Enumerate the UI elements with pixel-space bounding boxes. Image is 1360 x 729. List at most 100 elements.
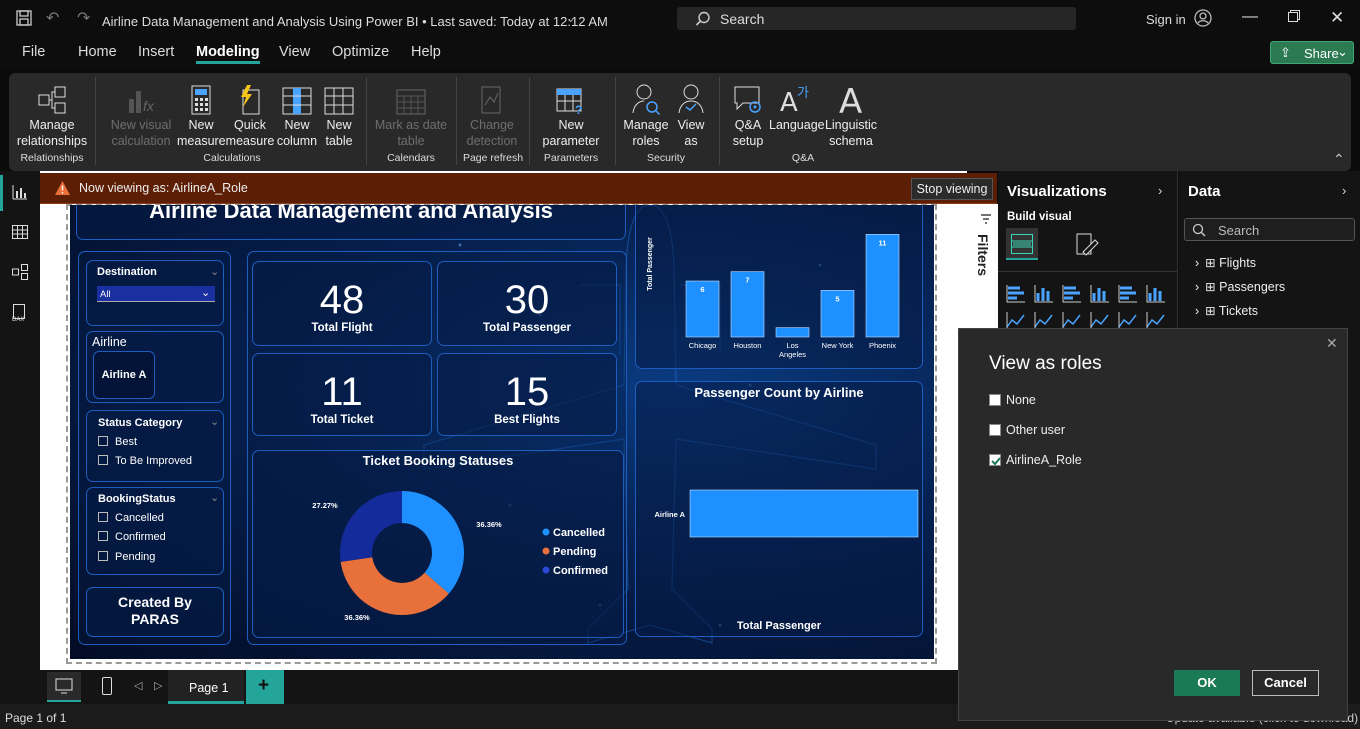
visual-type-icon[interactable] [1034,312,1053,330]
checkbox-checked[interactable] [989,454,1001,466]
prev-page-icon[interactable]: ◁ [134,680,143,692]
visual-type-icon[interactable] [1062,312,1081,330]
bar[interactable] [865,234,900,338]
add-page-button[interactable]: + [246,670,284,704]
status-option-to-be-improved[interactable]: To Be Improved [98,455,192,467]
booking-option-confirmed[interactable]: Confirmed [98,531,166,543]
visual-type-icon[interactable] [1146,312,1165,330]
change-detection-button[interactable]: Change detection [461,81,523,149]
destination-bar-chart[interactable]: Total Passenger 6 Chicago 7 Houston Los Angele… [635,205,923,369]
visual-type-icon[interactable] [1006,312,1025,330]
booking-status-chart[interactable]: Ticket Booking Statuses 36.36% 36.36% 27.2… [252,450,624,638]
airline-slicer[interactable]: Airline Airline A [86,331,224,403]
share-button[interactable]: ⇪ Share ⌄ [1270,41,1354,64]
donut-slice[interactable] [402,491,464,594]
visual-type-icon[interactable] [1090,312,1109,330]
data-search-input[interactable]: Search [1184,218,1355,241]
desktop-layout-button[interactable] [47,672,81,702]
sign-in-link[interactable]: Sign in [1146,12,1186,27]
ok-button[interactable]: OK [1174,670,1240,696]
new-column-button[interactable]: New column [275,81,319,149]
page-tab[interactable]: Page 1 [168,670,244,704]
visual-type-icon[interactable] [1118,285,1137,303]
stop-viewing-button[interactable]: Stop viewing [911,178,993,200]
booking-status-slicer[interactable]: BookingStatus ⌄ Cancelled Confirmed Pend… [86,487,224,575]
legend-label[interactable]: Confirmed [553,565,608,577]
checkbox[interactable] [989,424,1001,436]
chevron-right-icon[interactable]: › [1342,183,1347,198]
menu-help[interactable]: Help [411,44,441,60]
table-item-tickets[interactable]: › ⊞ Tickets [1195,304,1259,318]
airline-tile[interactable]: Airline A [93,351,155,399]
donut-slice[interactable] [340,557,449,615]
menu-home[interactable]: Home [78,44,117,60]
visual-type-icon[interactable] [1146,285,1165,303]
booking-option-pending[interactable]: Pending [98,551,155,563]
new-visual-calculation-button[interactable]: fx New visual calculation [105,81,177,149]
menu-optimize[interactable]: Optimize [332,44,390,60]
status-category-slicer[interactable]: Status Category ⌄ Best To Be Improved [86,410,224,482]
chevron-down-icon[interactable]: ⌄ [566,13,576,25]
status-option-best[interactable]: Best [98,436,137,448]
role-airlinea-checkbox[interactable]: AirlineA_Role [989,453,1082,467]
close-icon[interactable]: ✕ [1330,8,1345,27]
table-view-icon[interactable] [12,224,28,240]
document-title[interactable]: Airline Data Management and Analysis Usi… [102,14,608,29]
new-measure-button[interactable]: New measure [177,81,226,149]
destination-dropdown[interactable]: All ⌄ [97,286,215,302]
bar[interactable] [730,271,765,338]
mobile-icon[interactable] [102,677,112,695]
build-visual-tab[interactable] [1006,228,1038,260]
legend-label[interactable]: Cancelled [553,527,605,539]
table-item-flights[interactable]: › ⊞ Flights [1195,256,1256,270]
view-as-button[interactable]: View as [671,81,711,149]
close-icon[interactable]: ✕ [1326,335,1338,351]
bar[interactable] [689,489,919,538]
manage-relationships-button[interactable]: Manage relationships [15,81,89,149]
quick-measure-button[interactable]: Quick measure [225,81,275,149]
avatar-icon[interactable] [1194,9,1212,27]
visual-type-icon[interactable] [1118,312,1137,330]
model-view-icon[interactable] [12,264,28,280]
role-other-user-checkbox[interactable]: Other user [989,423,1065,437]
menu-file[interactable]: File [22,44,46,60]
linguistic-schema-button[interactable]: A Linguistic schema [823,81,879,149]
qa-setup-button[interactable]: Q&A setup [725,81,771,149]
menu-modeling[interactable]: Modeling [196,44,260,64]
restore-icon[interactable] [1288,10,1300,22]
role-none-checkbox[interactable]: None [989,393,1036,407]
bar[interactable] [685,280,720,338]
visual-type-icon[interactable] [1062,285,1081,303]
save-icon[interactable] [15,9,33,27]
dax-query-view-icon[interactable]: DAX [12,304,28,322]
cancel-button[interactable]: Cancel [1252,670,1319,696]
new-table-button[interactable]: New table [319,81,359,149]
menu-view[interactable]: View [279,44,311,60]
new-parameter-button[interactable]: ? New parameter [535,81,607,149]
visual-type-icon[interactable] [1090,285,1109,303]
visual-type-icon[interactable] [1006,285,1025,303]
legend-label[interactable]: Pending [553,546,596,558]
table-item-passengers[interactable]: › ⊞ Passengers [1195,280,1286,294]
menu-insert[interactable]: Insert [138,44,175,60]
bar[interactable] [820,290,855,338]
format-visual-icon[interactable] [1076,233,1100,257]
manage-roles-button[interactable]: Manage roles [621,81,671,149]
visual-type-icon[interactable] [1034,285,1053,303]
booking-option-cancelled[interactable]: Cancelled [98,512,164,524]
checkbox[interactable] [989,394,1001,406]
destination-slicer[interactable]: Destination ⌄ All ⌄ [86,260,224,326]
bar[interactable] [775,327,810,338]
undo-icon[interactable]: ↶ [46,10,60,27]
mark-as-date-table-button[interactable]: Mark as date table [373,81,449,149]
minimize-icon[interactable]: — [1242,8,1258,25]
report-view-icon[interactable] [12,184,28,200]
redo-icon[interactable]: ↷ [77,10,91,27]
search-box[interactable]: Search [677,7,1076,30]
next-page-icon[interactable]: ▷ [154,680,163,692]
passenger-by-airline-chart[interactable]: Passenger Count by Airline Airline A Tot… [635,381,923,637]
chevron-right-icon[interactable]: › [1158,183,1163,198]
donut-slice[interactable] [340,491,402,562]
collapse-ribbon-icon[interactable]: ⌃ [1333,151,1345,167]
